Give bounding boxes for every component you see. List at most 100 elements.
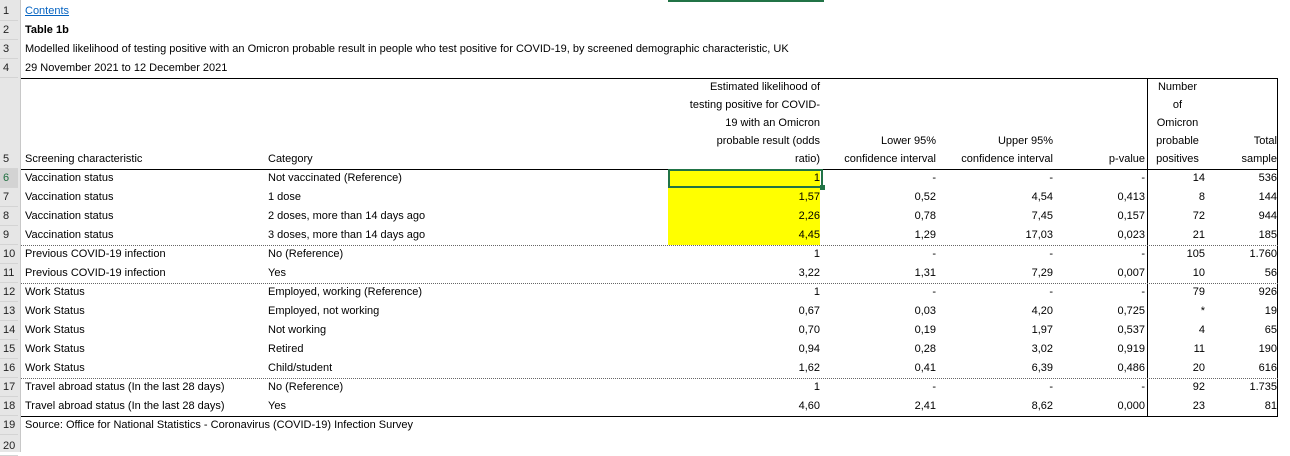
row-number[interactable]: 19: [0, 416, 18, 435]
cell-positives[interactable]: 4: [1198, 324, 1205, 336]
cell-upper-ci[interactable]: 4,54: [1031, 191, 1053, 203]
row-number[interactable]: 14: [0, 321, 18, 340]
row-number[interactable]: 20: [0, 437, 18, 456]
cell-estimate[interactable]: 1: [813, 381, 820, 393]
cell-sample[interactable]: 1.760: [1249, 248, 1277, 260]
cell-upper-ci[interactable]: 8,62: [1031, 400, 1053, 412]
row-number[interactable]: 12: [0, 283, 18, 302]
row-number[interactable]: 15: [0, 340, 18, 359]
cell-positives[interactable]: 23: [1192, 400, 1205, 412]
row-number[interactable]: 6: [0, 169, 18, 188]
cell-characteristic[interactable]: Vaccination status: [25, 210, 114, 222]
cell-sample[interactable]: 1.735: [1249, 381, 1277, 393]
cell-upper-ci[interactable]: 17,03: [1025, 229, 1053, 241]
cell-pvalue[interactable]: 0,023: [1117, 229, 1145, 241]
cell-lower-ci[interactable]: 1,31: [914, 267, 936, 279]
cell-sample[interactable]: 944: [1258, 210, 1277, 222]
cell-lower-ci[interactable]: -: [932, 286, 936, 298]
cell-positives[interactable]: 10: [1192, 267, 1205, 279]
cell-sample[interactable]: 19: [1264, 305, 1277, 317]
cell-characteristic[interactable]: Vaccination status: [25, 229, 114, 241]
cell-characteristic[interactable]: Work Status: [25, 362, 85, 374]
cell-positives[interactable]: 11: [1193, 343, 1205, 355]
cell-category[interactable]: 3 doses, more than 14 days ago: [268, 229, 426, 241]
cell-positives[interactable]: 72: [1192, 210, 1205, 222]
cell-sample[interactable]: 190: [1258, 343, 1277, 355]
cell-estimate[interactable]: 1: [813, 286, 820, 298]
cell-estimate[interactable]: 2,26: [668, 207, 820, 226]
cell-upper-ci[interactable]: -: [1049, 172, 1053, 184]
cell-upper-ci[interactable]: 3,02: [1031, 343, 1053, 355]
cell-upper-ci[interactable]: -: [1049, 381, 1053, 393]
cell-pvalue[interactable]: 0,157: [1117, 210, 1145, 222]
cell-characteristic[interactable]: Travel abroad status (In the last 28 day…: [25, 400, 225, 412]
cell-lower-ci[interactable]: 0,19: [914, 324, 936, 336]
row-number[interactable]: 8: [0, 207, 18, 226]
cell-lower-ci[interactable]: 0,28: [914, 343, 936, 355]
cell-positives[interactable]: 21: [1192, 229, 1205, 241]
cell-category[interactable]: Retired: [268, 343, 304, 355]
cell-pvalue[interactable]: -: [1141, 286, 1145, 298]
cell-category[interactable]: Yes: [268, 400, 286, 412]
row-number[interactable]: 1: [0, 2, 18, 21]
cell-estimate[interactable]: 4,45: [668, 226, 820, 245]
cell-estimate[interactable]: 1: [668, 169, 820, 188]
cell-upper-ci[interactable]: 1,97: [1031, 324, 1053, 336]
active-cell-selection[interactable]: [668, 169, 823, 188]
row-number[interactable]: 18: [0, 397, 18, 416]
cell-upper-ci[interactable]: -: [1049, 248, 1053, 260]
row-number[interactable]: 13: [0, 302, 18, 321]
cell-characteristic[interactable]: Work Status: [25, 343, 85, 355]
cell-estimate[interactable]: 3,22: [798, 267, 820, 279]
cell-characteristic[interactable]: Previous COVID-19 infection: [25, 248, 166, 260]
cell-category[interactable]: Not working: [268, 324, 327, 336]
cell-upper-ci[interactable]: 4,20: [1031, 305, 1053, 317]
cell-category[interactable]: 2 doses, more than 14 days ago: [268, 210, 426, 222]
cell-category[interactable]: Not vaccinated (Reference): [268, 172, 402, 184]
cell-pvalue[interactable]: 0,919: [1117, 343, 1145, 355]
cell-estimate[interactable]: 1: [813, 248, 820, 260]
cell-lower-ci[interactable]: -: [932, 172, 936, 184]
cell-lower-ci[interactable]: 0,41: [914, 362, 936, 374]
cell-lower-ci[interactable]: 0,03: [914, 305, 936, 317]
cell-lower-ci[interactable]: 1,29: [914, 229, 936, 241]
fill-handle[interactable]: [820, 185, 825, 190]
cell-sample[interactable]: 616: [1258, 362, 1277, 374]
cell-characteristic[interactable]: Work Status: [25, 324, 85, 336]
cell-sample[interactable]: 185: [1258, 229, 1277, 241]
cell-positives[interactable]: 20: [1192, 362, 1205, 374]
row-number[interactable]: 5: [0, 150, 18, 169]
cell-characteristic[interactable]: Previous COVID-19 infection: [25, 267, 166, 279]
cell-upper-ci[interactable]: -: [1049, 286, 1053, 298]
cell-category[interactable]: Yes: [268, 267, 286, 279]
cell-pvalue[interactable]: 0,486: [1117, 362, 1145, 374]
cell-lower-ci[interactable]: -: [932, 381, 936, 393]
cell-upper-ci[interactable]: 6,39: [1031, 362, 1053, 374]
cell-sample[interactable]: 81: [1264, 400, 1277, 412]
cell-sample[interactable]: 65: [1264, 324, 1277, 336]
cell-pvalue[interactable]: -: [1141, 381, 1145, 393]
cell-estimate[interactable]: 1,57: [668, 188, 820, 207]
cell-category[interactable]: Child/student: [268, 362, 333, 374]
cell-pvalue[interactable]: 0,000: [1117, 400, 1145, 412]
cell-lower-ci[interactable]: -: [932, 248, 936, 260]
row-number[interactable]: 2: [0, 21, 18, 40]
cell-sample[interactable]: 56: [1264, 267, 1277, 279]
cell-pvalue[interactable]: -: [1141, 172, 1145, 184]
cell-positives[interactable]: 105: [1186, 248, 1205, 260]
cell-category[interactable]: 1 dose: [268, 191, 302, 203]
cell-pvalue[interactable]: 0,413: [1117, 191, 1145, 203]
cell-characteristic[interactable]: Work Status: [25, 305, 85, 317]
cell-category[interactable]: Employed, not working: [268, 305, 380, 317]
cell-lower-ci[interactable]: 0,52: [914, 191, 936, 203]
cell-characteristic[interactable]: Work Status: [25, 286, 85, 298]
cell-upper-ci[interactable]: 7,29: [1031, 267, 1053, 279]
cell-estimate[interactable]: 0,94: [798, 343, 820, 355]
cell-positives[interactable]: *: [1200, 305, 1205, 317]
row-number[interactable]: 7: [0, 188, 18, 207]
cell-sample[interactable]: 536: [1258, 172, 1277, 184]
cell-pvalue[interactable]: 0,007: [1117, 267, 1145, 279]
row-number[interactable]: 3: [0, 40, 18, 59]
row-number[interactable]: 17: [0, 378, 18, 397]
cell-pvalue[interactable]: 0,725: [1117, 305, 1145, 317]
